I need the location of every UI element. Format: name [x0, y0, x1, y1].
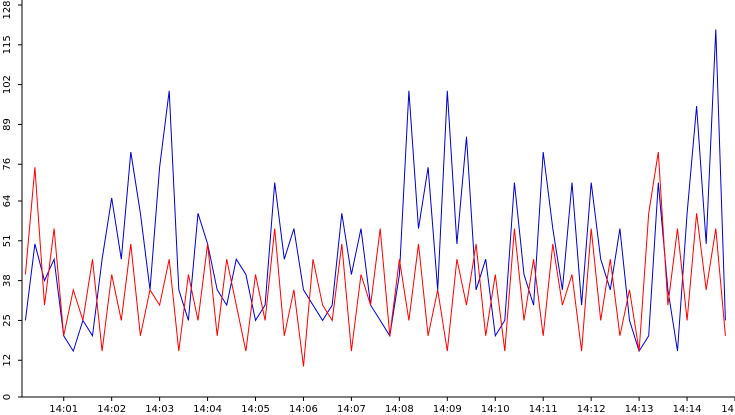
- y-tick-label: 115: [2, 35, 13, 54]
- x-tick-label: 14:05: [241, 404, 270, 415]
- x-tick-label: 14:08: [385, 404, 414, 415]
- y-tick-label: 64: [2, 195, 13, 208]
- y-tick-label: 89: [2, 118, 13, 131]
- y-tick-label: 51: [2, 234, 13, 247]
- series-line: [24, 151, 726, 367]
- x-tick-label: 14:02: [97, 404, 126, 415]
- x-tick-label: 14:13: [625, 404, 654, 415]
- x-tick-label: 14:07: [337, 404, 366, 415]
- x-tick-label: 14:12: [577, 404, 606, 415]
- y-tick-label: 102: [2, 75, 13, 94]
- y-tick-label: 25: [2, 314, 13, 327]
- x-tick-label: 14:09: [433, 404, 462, 415]
- series-line: [24, 29, 726, 353]
- y-tick-label: 38: [2, 274, 13, 287]
- x-tick-label: 14:10: [481, 404, 510, 415]
- y-tick-label: 0: [2, 394, 13, 400]
- x-tick-label: 14:04: [193, 404, 222, 415]
- y-tick-label: 12: [2, 354, 13, 367]
- x-tick-label: 14:14: [673, 404, 702, 415]
- x-tick-label: 14:01: [49, 404, 78, 415]
- x-tick-label: 14:03: [145, 404, 174, 415]
- y-tick-label: 128: [2, 0, 13, 19]
- x-tick-label: 14:11: [529, 404, 558, 415]
- x-tick-label: 14: [721, 404, 734, 415]
- y-tick-label: 76: [2, 158, 13, 171]
- x-tick-label: 14:06: [289, 404, 318, 415]
